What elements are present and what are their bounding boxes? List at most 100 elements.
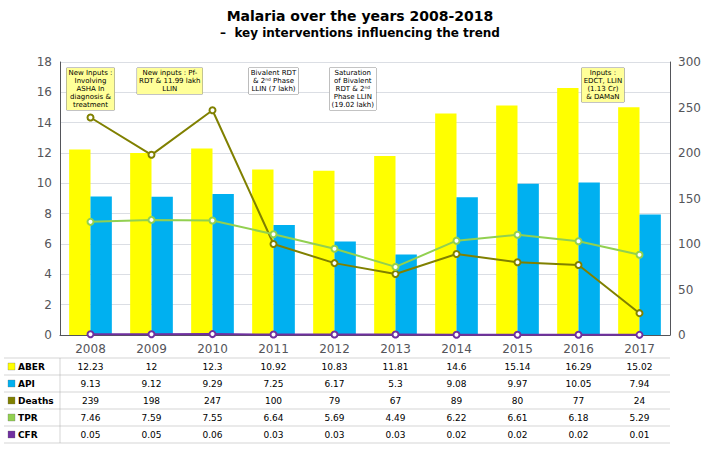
svg-text:4.49: 4.49 (385, 413, 405, 423)
svg-text:24: 24 (634, 396, 646, 406)
svg-text:2016: 2016 (563, 342, 594, 356)
svg-text:18: 18 (37, 55, 52, 69)
svg-text:9.97: 9.97 (507, 379, 527, 389)
svg-text:RDT & 2ⁿᵈ: RDT & 2ⁿᵈ (336, 85, 371, 93)
svg-text:0.05: 0.05 (80, 430, 100, 440)
svg-text:2: 2 (44, 298, 52, 312)
svg-text:7.55: 7.55 (202, 413, 222, 423)
svg-text:0.06: 0.06 (202, 430, 222, 440)
svg-text:0.03: 0.03 (263, 430, 283, 440)
svg-text:79: 79 (329, 396, 341, 406)
svg-text:LLIN (7 lakh): LLIN (7 lakh) (251, 85, 295, 93)
svg-text:Phase LLIN: Phase LLIN (334, 93, 372, 101)
svg-text:16.29: 16.29 (566, 362, 592, 372)
svg-text:9.29: 9.29 (202, 379, 222, 389)
svg-text:2011: 2011 (258, 342, 289, 356)
svg-text:CFR: CFR (18, 430, 38, 440)
svg-text:77: 77 (573, 396, 584, 406)
svg-text:7.59: 7.59 (141, 413, 161, 423)
svg-text:50: 50 (678, 283, 693, 297)
svg-text:0.03: 0.03 (385, 430, 405, 440)
svg-text:250: 250 (678, 101, 701, 115)
svg-text:6: 6 (44, 237, 52, 251)
svg-text:5.3: 5.3 (388, 379, 402, 389)
svg-text:9.12: 9.12 (141, 379, 161, 389)
svg-text:247: 247 (204, 396, 221, 406)
svg-text:0.02: 0.02 (507, 430, 527, 440)
svg-text:2014: 2014 (441, 342, 472, 356)
svg-text:0: 0 (678, 328, 686, 342)
svg-text:0.05: 0.05 (141, 430, 161, 440)
svg-text:6.17: 6.17 (324, 379, 344, 389)
svg-text:100: 100 (265, 396, 282, 406)
svg-text:12: 12 (37, 146, 52, 160)
svg-text:5.29: 5.29 (629, 413, 649, 423)
svg-text:ASHA In: ASHA In (76, 85, 104, 93)
svg-text:10.83: 10.83 (322, 362, 348, 372)
svg-text:RDT & 11.99 lakh: RDT & 11.99 lakh (139, 77, 200, 85)
svg-text:Malaria over the years 2008-20: Malaria over the years 2008-2018 (227, 8, 494, 24)
svg-text:& DAMaN: & DAMaN (586, 93, 619, 101)
svg-text:2009: 2009 (136, 342, 167, 356)
svg-text:4: 4 (44, 267, 52, 281)
svg-text:16: 16 (37, 85, 52, 99)
svg-text:New Inputs :: New Inputs : (69, 69, 113, 77)
svg-text:EDCT, LLIN: EDCT, LLIN (584, 77, 623, 85)
svg-text:LLIN: LLIN (162, 85, 177, 93)
svg-text:15.14: 15.14 (505, 362, 531, 372)
svg-text:2010: 2010 (197, 342, 228, 356)
svg-text:& 2ⁿᵈ Phase: & 2ⁿᵈ Phase (253, 77, 294, 85)
svg-text:Inputs :: Inputs : (590, 69, 616, 77)
svg-text:6.64: 6.64 (263, 413, 283, 423)
svg-text:10: 10 (37, 176, 52, 190)
svg-text:7.46: 7.46 (80, 413, 100, 423)
svg-text:12: 12 (146, 362, 157, 372)
svg-text:14: 14 (37, 116, 52, 130)
svg-text:0.01: 0.01 (629, 430, 649, 440)
svg-text:6.61: 6.61 (507, 413, 527, 423)
svg-text:Involving: Involving (75, 77, 107, 85)
svg-text:0.02: 0.02 (568, 430, 588, 440)
svg-text:12.23: 12.23 (78, 362, 104, 372)
svg-text:11.81: 11.81 (383, 362, 409, 372)
svg-text:2015: 2015 (502, 342, 533, 356)
svg-text:2008: 2008 (75, 342, 106, 356)
svg-text:New inputs : Pf-: New inputs : Pf- (142, 69, 197, 77)
svg-text:of Bivalent: of Bivalent (334, 77, 372, 85)
svg-text:80: 80 (512, 396, 524, 406)
svg-text:diagnosis &: diagnosis & (70, 93, 111, 101)
svg-text:10.05: 10.05 (566, 379, 592, 389)
svg-text:2013: 2013 (380, 342, 411, 356)
svg-text:9.13: 9.13 (80, 379, 100, 389)
svg-text:6.22: 6.22 (446, 413, 466, 423)
svg-text:– key interventions influenci: – key interventions influencing the tren… (220, 26, 500, 40)
svg-text:89: 89 (451, 396, 463, 406)
svg-text:(1.13 Cr): (1.13 Cr) (587, 85, 618, 93)
svg-text:12.3: 12.3 (202, 362, 222, 372)
svg-text:10.92: 10.92 (261, 362, 287, 372)
svg-text:14.6: 14.6 (446, 362, 466, 372)
svg-text:6.18: 6.18 (568, 413, 588, 423)
svg-text:treatment: treatment (73, 101, 108, 109)
svg-text:0.03: 0.03 (324, 430, 344, 440)
svg-text:5.69: 5.69 (324, 413, 344, 423)
svg-text:(19.02 lakh): (19.02 lakh) (332, 101, 375, 109)
svg-text:7.25: 7.25 (263, 379, 283, 389)
svg-text:198: 198 (143, 396, 160, 406)
svg-text:150: 150 (678, 192, 701, 206)
svg-text:ABER: ABER (18, 362, 45, 372)
svg-text:239: 239 (82, 396, 99, 406)
svg-text:8: 8 (44, 207, 52, 221)
svg-text:9.08: 9.08 (446, 379, 466, 389)
svg-text:Deaths: Deaths (18, 396, 54, 406)
svg-text:67: 67 (390, 396, 401, 406)
svg-text:2012: 2012 (319, 342, 350, 356)
svg-text:300: 300 (678, 55, 701, 69)
svg-text:200: 200 (678, 146, 701, 160)
svg-text:0.02: 0.02 (446, 430, 466, 440)
svg-text:0: 0 (44, 328, 52, 342)
svg-text:Saturation: Saturation (335, 69, 372, 77)
svg-text:15.02: 15.02 (627, 362, 653, 372)
svg-text:2017: 2017 (624, 342, 655, 356)
svg-text:TPR: TPR (18, 413, 38, 423)
